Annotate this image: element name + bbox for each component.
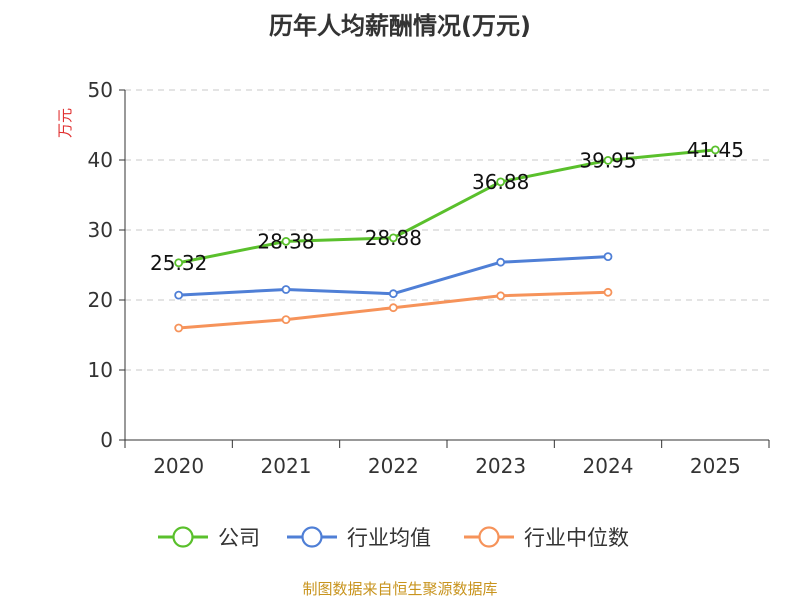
data-point — [710, 145, 720, 155]
legend-label: 公司 — [218, 526, 260, 550]
data-point — [388, 303, 398, 313]
legend-marker — [478, 526, 500, 548]
data-point — [281, 285, 291, 294]
data-point — [174, 323, 184, 333]
data-point — [603, 252, 613, 262]
y-tick-label: 0 — [100, 428, 113, 452]
y-tick-label: 50 — [88, 78, 113, 102]
grid-lines — [125, 89, 769, 371]
legend-item[interactable]: 行业均值 — [287, 526, 431, 550]
data-labels: 25.32 28.38 28.88 36.88 39.95 41.45 — [150, 138, 744, 275]
data-label: 36.88 — [472, 170, 529, 194]
data-point — [174, 290, 184, 300]
data-point — [603, 287, 613, 297]
legend: 公司 行业均值 行业中位数 — [158, 526, 629, 550]
legend-label: 行业中位数 — [524, 526, 629, 550]
data-point — [496, 257, 506, 267]
data-point — [388, 289, 398, 299]
data-label: 41.45 — [687, 138, 744, 162]
data-label: 25.32 — [150, 251, 207, 275]
y-tick-label: 40 — [88, 148, 113, 172]
legend-item[interactable]: 公司 — [158, 526, 260, 550]
y-tick-label: 10 — [88, 358, 113, 382]
data-point — [281, 236, 291, 246]
data-point — [496, 177, 506, 187]
x-tick-label: 2021 — [261, 454, 312, 478]
legend-marker — [172, 526, 194, 548]
data-point — [603, 155, 613, 165]
source-note: 制图数据来自恒生聚源数据库 — [302, 580, 497, 598]
data-label: 39.95 — [579, 148, 636, 172]
chart-title: 历年人均薪酬情况(万元) — [269, 12, 531, 40]
x-tick-label: 2023 — [475, 454, 526, 478]
axes: 0 10 20 30 40 50 2020 2021 2022 2023 2024 2025 — [88, 78, 770, 478]
data-label: 28.88 — [365, 226, 422, 250]
x-tick-label: 2024 — [583, 454, 634, 478]
legend-label: 行业均值 — [347, 526, 431, 550]
x-tick-label: 2025 — [690, 454, 741, 478]
series-lines — [174, 145, 720, 333]
x-tick-label: 2022 — [368, 454, 419, 478]
y-tick-label: 20 — [88, 288, 113, 312]
data-point — [388, 233, 398, 243]
data-point — [281, 315, 291, 325]
data-point — [174, 258, 184, 268]
legend-item[interactable]: 行业中位数 — [464, 526, 629, 550]
y-tick-label: 30 — [88, 218, 113, 242]
y-axis-label: 万元 — [56, 108, 74, 138]
data-label: 28.38 — [257, 229, 314, 253]
legend-marker — [301, 526, 323, 548]
data-point — [496, 291, 506, 301]
series-line — [178, 148, 716, 265]
x-tick-label: 2020 — [153, 454, 204, 478]
